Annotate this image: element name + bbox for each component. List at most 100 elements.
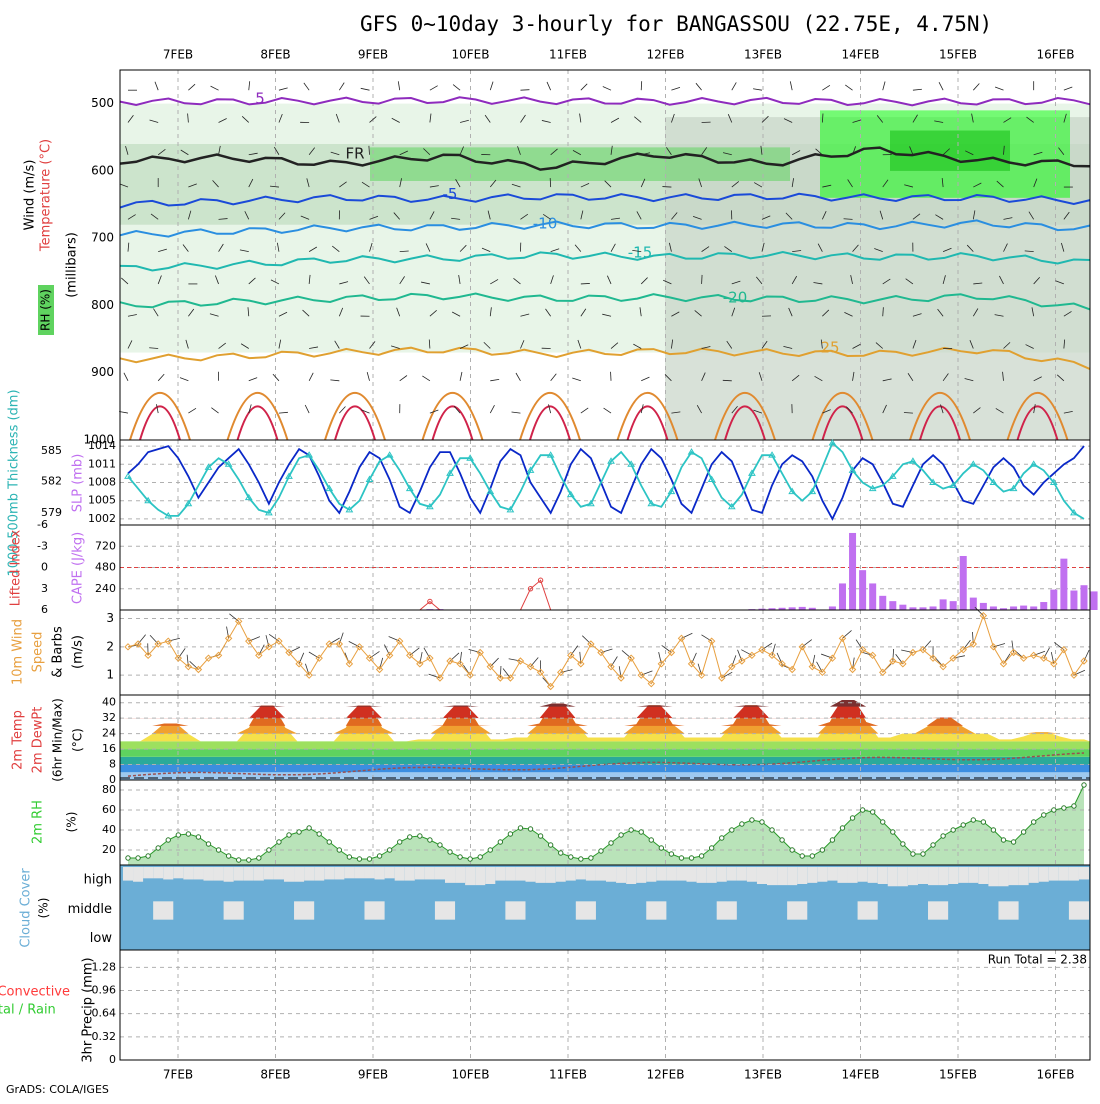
temperature-band [120,741,1090,749]
top-day-label: 12FEB [647,48,685,62]
bottom-day-label: 7FEB [163,1068,193,1082]
rh2m-point [236,858,240,862]
cloud-high-gap [918,867,928,884]
cloud-row-label: middle [68,902,112,917]
rh2m-point [870,810,874,814]
cape-bar [1020,606,1027,610]
cloud-high-gap [556,867,566,882]
rh2m-point [780,838,784,842]
rh2m-point [327,840,331,844]
rh2m-point [639,830,643,834]
rh2m-point [579,857,583,861]
cloud-high-gap [666,867,676,881]
cloud-high-gap [143,867,153,878]
wind-axis-label: Wind (m/s) [23,160,38,231]
cloud-middle-gap [294,901,314,919]
rh2m-point [1031,820,1035,824]
rh2m-point [790,848,794,852]
cloud-high-gap [938,867,948,885]
cloud-high-gap [978,867,988,884]
cloud-high-gap [827,867,837,881]
rh-shade-green [370,147,790,181]
cloud-high-gap [314,867,324,881]
rh2m-point [347,855,351,859]
wind-tick-label: 2 [106,639,114,653]
rh2m-unit-label: (%) [65,812,79,833]
rh2m-point [800,854,804,858]
contour-label: FR [345,145,364,163]
rh2m-point [387,848,391,852]
wind10m-axis-label-c: & Barbs [51,626,66,678]
rh2m-point [559,851,563,855]
cloud-middle-gap [153,901,173,919]
pressure-tick-label: 500 [91,96,114,110]
temp-tick-label: 8 [109,758,116,771]
bottom-day-label: 9FEB [358,1068,388,1082]
bottom-day-label: 14FEB [842,1068,880,1082]
cloud-high-gap [787,867,797,885]
rh2m-point [408,835,412,839]
rh2m-point [961,823,965,827]
rh2m-point [840,826,844,830]
temp-tick-label: 32 [102,711,116,724]
cloud-high-gap [546,867,556,883]
cloud-high-gap [344,867,354,878]
rh2m-point [669,852,673,856]
temperature-band [120,765,1090,773]
bottom-day-label: 16FEB [1037,1068,1075,1082]
lifted-tick-label: 3 [41,582,48,595]
cloud-high-gap [324,867,334,879]
cloud-high-gap [364,867,374,878]
rh2m-point [196,835,200,839]
rh2m-point [478,855,482,859]
cloud-middle-gap [1069,901,1089,919]
bottom-day-label: 10FEB [452,1068,490,1082]
rh2m-point [307,826,311,830]
cloud-high-gap [214,867,224,881]
cloud-high-gap [1039,867,1049,882]
wind10m-axis-label-d: (m/s) [71,635,86,669]
rh2m-point [569,855,573,859]
rh2m-point [468,857,472,861]
thickness-tick-label: 585 [41,444,62,457]
cape-bar [879,596,886,610]
rh2m-point [689,856,693,860]
cloud-high-gap [294,867,304,882]
rh2m-point [991,828,995,832]
cloud-high-gap [385,867,395,878]
cape-tick-label: 240 [95,582,116,595]
temperature-band [120,757,1090,765]
cloud-high-gap [656,867,666,881]
rh2m-point [860,808,864,812]
cloud-high-gap [153,867,163,878]
rh2m-point [538,834,542,838]
cape-bar [940,599,947,610]
contour-label: -15 [628,244,653,262]
rh2m-point [770,828,774,832]
cloud-middle-gap [858,901,878,919]
temperature-axis-label: Temperature (°C) [39,139,54,252]
rh2m-point [146,854,150,858]
slp-tick-label: 1002 [88,512,116,525]
slp-tick-label: 1008 [88,476,116,489]
rh2m-point [619,833,623,837]
cloud-axis-label: Cloud Cover [19,868,34,948]
pressure-tick-label: 700 [91,231,114,245]
cloud-high-gap [1029,867,1039,883]
rh2m-point [760,820,764,824]
rh2m-point [951,828,955,832]
cloud-high-gap [626,867,636,884]
cloud-high-gap [767,867,777,885]
pressure-tick-label: 800 [91,298,114,312]
rh2m-point [699,854,703,858]
rh2m-point [830,838,834,842]
rh2m-point [820,848,824,852]
cape-bar [930,606,937,610]
cloud-high-gap [193,867,203,879]
rh2m-point [136,856,140,860]
rh2m-point [398,840,402,844]
cloud-high-gap [646,867,656,882]
top-day-label: 7FEB [163,48,193,62]
cloud-high-gap [284,867,294,882]
